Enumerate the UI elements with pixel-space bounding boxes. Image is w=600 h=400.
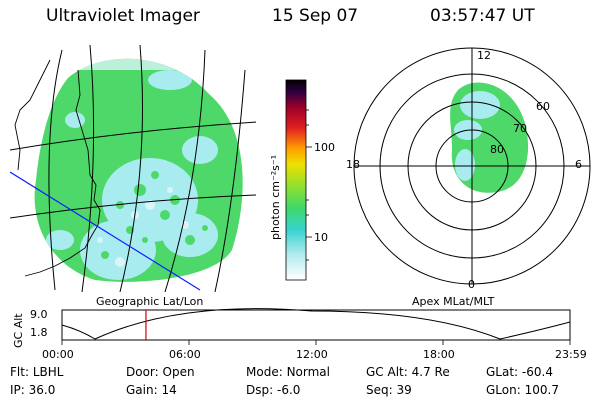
status-glat: GLat: -60.4 — [486, 365, 553, 379]
coastline — [24, 69, 101, 277]
colorbar-tick-10: 10 — [314, 231, 328, 244]
status-gc-alt: GC Alt: 4.7 Re — [366, 365, 450, 379]
instrument-title: Ultraviolet Imager — [46, 6, 200, 26]
status-glon-value: 100.7 — [524, 383, 559, 397]
status-flt-label: Flt: — [10, 365, 29, 379]
status-glon: GLon: 100.7 — [486, 383, 559, 397]
time-tick-0600: 06:00 — [169, 348, 201, 361]
coastline-west — [14, 59, 51, 171]
status-dsp-value: -6.0 — [276, 383, 301, 397]
speckle-green — [101, 171, 208, 259]
status-flt: Flt: LBHL — [10, 365, 63, 379]
altitude-plot-frame — [61, 309, 571, 341]
status-glat-value: -60.4 — [521, 365, 553, 379]
status-door-label: Door: — [126, 365, 159, 379]
status-mode: Mode: Normal — [246, 365, 330, 379]
status-gc-alt-label: GC Alt: — [366, 365, 408, 379]
status-glon-label: GLon: — [486, 383, 521, 397]
colorbar — [285, 79, 307, 281]
colorbar-tick-100: 100 — [314, 141, 335, 154]
polar-panel-caption: Apex MLat/MLT — [412, 295, 495, 308]
time-tick-1200: 12:00 — [296, 348, 328, 361]
altitude-axis-label: GC Alt — [12, 313, 25, 348]
geo-image-panel — [10, 44, 256, 292]
time-tick-1800: 18:00 — [423, 348, 455, 361]
status-seq: Seq: 39 — [366, 383, 412, 397]
status-ip: IP: 36.0 — [10, 383, 55, 397]
status-gain-value: 14 — [161, 383, 177, 397]
status-flt-value: LBHL — [32, 365, 64, 379]
status-mode-value: Normal — [286, 365, 330, 379]
polar-low-region — [460, 91, 500, 119]
colorbar-ticks — [306, 109, 312, 261]
status-mode-label: Mode: — [246, 365, 283, 379]
geo-grid — [10, 44, 256, 292]
time-label: 03:57:47 UT — [430, 6, 535, 26]
colorbar-unit-label: photon cm⁻²s⁻¹ — [269, 155, 282, 240]
polar-grid — [353, 47, 591, 285]
status-ip-label: IP: — [10, 383, 25, 397]
status-door-value: Open — [162, 365, 195, 379]
status-ip-value: 36.0 — [28, 383, 56, 397]
terminator-line — [10, 171, 201, 291]
time-tick-2359: 23:59 — [555, 348, 587, 361]
mlat-label-70: 70 — [513, 122, 527, 135]
mlt-label-6: 6 — [575, 158, 582, 171]
polar-panel: 12 18 6 0 60 70 80 — [346, 47, 591, 291]
polar-low-region-3 — [455, 149, 475, 181]
altitude-tick-low: 1.8 — [30, 326, 48, 339]
altitude-tick-high: 9.0 — [30, 308, 48, 321]
mlt-label-0: 0 — [468, 278, 475, 291]
mlt-label-18: 18 — [346, 158, 360, 171]
geo-panel-caption: Geographic Lat/Lon — [96, 295, 204, 308]
time-tick-0000: 00:00 — [42, 348, 74, 361]
status-door: Door: Open — [126, 365, 195, 379]
status-glat-label: GLat: — [486, 365, 519, 379]
status-seq-value: 39 — [396, 383, 412, 397]
status-gain: Gain: 14 — [126, 383, 177, 397]
mlat-label-80: 80 — [490, 143, 504, 156]
status-gc-alt-value: 4.7 Re — [411, 365, 450, 379]
status-gain-label: Gain: — [126, 383, 158, 397]
mlt-label-12: 12 — [477, 49, 491, 62]
status-dsp: Dsp: -6.0 — [246, 383, 300, 397]
date-label: 15 Sep 07 — [272, 6, 359, 26]
status-seq-label: Seq: — [366, 383, 393, 397]
altitude-curve — [61, 308, 571, 340]
mlat-label-60: 60 — [536, 100, 550, 113]
status-dsp-label: Dsp: — [246, 383, 274, 397]
altitude-ticks — [61, 340, 571, 345]
altitude-plot: GC Alt 9.0 1.8 00:00 06:00 12:00 18:00 2… — [12, 308, 587, 361]
